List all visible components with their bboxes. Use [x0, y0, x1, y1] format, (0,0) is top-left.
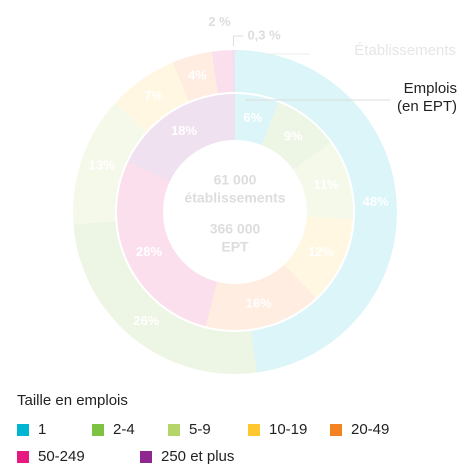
- donut-segment: [115, 62, 189, 132]
- legend-swatch: [248, 424, 260, 436]
- legend-label: 10-19: [269, 421, 307, 438]
- legend-swatch: [17, 451, 29, 463]
- value-label: 26%: [133, 313, 159, 328]
- outer-ring-label: Établissements: [354, 42, 456, 59]
- legend-label: 2-4: [113, 421, 135, 438]
- value-label: 0,3 %: [247, 27, 281, 42]
- legend-label: 1: [38, 421, 46, 438]
- value-label: 13%: [89, 158, 115, 173]
- donut-segment: [261, 102, 331, 170]
- donut-segment: [211, 50, 233, 94]
- center-label: 366 000: [210, 221, 261, 237]
- donut-segment: [235, 50, 398, 373]
- donut-segment: [172, 51, 218, 102]
- legend-label: 250 et plus: [161, 448, 234, 465]
- donut-segment: [293, 142, 353, 220]
- donut-segment: [284, 216, 353, 299]
- center-label: 61 000: [214, 172, 257, 188]
- donut-segment: [116, 161, 218, 327]
- value-label: 28%: [136, 244, 162, 259]
- value-label: 2 %: [208, 14, 231, 29]
- legend-label: 5-9: [189, 421, 211, 438]
- center-label: établissements: [184, 190, 285, 206]
- value-label: 12%: [308, 244, 334, 259]
- donut-segment: [73, 103, 147, 225]
- legend-swatch: [92, 424, 104, 436]
- donut-segment: [73, 221, 257, 375]
- legend-swatch: [330, 424, 342, 436]
- value-label: 16%: [246, 295, 272, 310]
- value-label: 11%: [314, 177, 340, 192]
- value-label: 6%: [243, 110, 262, 125]
- legend-swatch: [17, 424, 29, 436]
- value-label: 4%: [188, 68, 207, 83]
- inner-ring-label: Emplois (en EPT): [396, 80, 457, 115]
- donut-segment: [231, 50, 235, 93]
- value-label: 7%: [144, 88, 163, 103]
- value-label: 9%: [284, 128, 303, 143]
- donut-segment: [205, 264, 316, 331]
- legend-title: Taille en emplois: [17, 392, 128, 409]
- donut-segment: [235, 94, 279, 146]
- donut-segment: [128, 94, 235, 182]
- leader-line: [232, 35, 244, 47]
- value-label: 48%: [363, 194, 389, 209]
- legend-swatch: [140, 451, 152, 463]
- legend-swatch: [168, 424, 180, 436]
- legend-label: 20-49: [351, 421, 389, 438]
- value-label: 18%: [171, 123, 197, 138]
- center-label: EPT: [221, 239, 249, 255]
- legend-label: 50-249: [38, 448, 85, 465]
